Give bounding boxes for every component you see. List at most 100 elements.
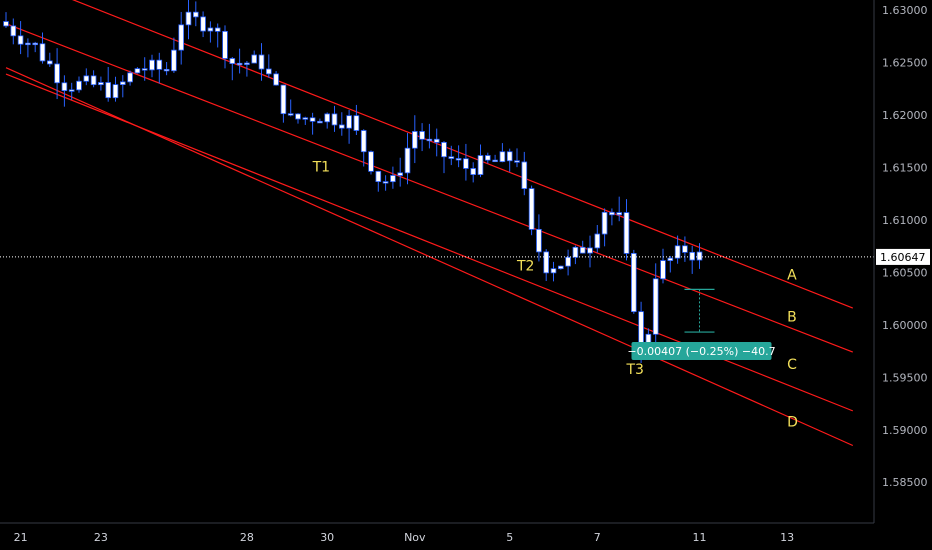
candle <box>572 245 579 265</box>
candle-body <box>171 49 177 72</box>
measure-tool[interactable]: −0.00407 (−0.25%) −40.7 <box>627 288 776 361</box>
candle <box>324 112 330 129</box>
candle-body <box>652 278 659 335</box>
annotation-c: C <box>787 357 797 373</box>
candle-body <box>207 27 214 32</box>
candle <box>682 236 688 262</box>
candle-body <box>156 59 163 70</box>
candle <box>419 123 425 152</box>
candle <box>83 68 90 86</box>
candle <box>76 76 82 93</box>
candle-body <box>623 212 630 254</box>
candle-body <box>47 60 53 65</box>
candle-body <box>616 212 622 216</box>
candle-body <box>324 113 330 123</box>
candle <box>492 154 498 163</box>
candle <box>521 151 528 196</box>
candle-body <box>463 158 469 169</box>
candle-body <box>134 68 141 74</box>
candle-body <box>360 130 367 153</box>
time-axis[interactable]: 21 23 28 30 Nov 5 7 11 13 <box>14 531 795 544</box>
candle-body <box>594 233 601 249</box>
price-axis[interactable]: 1.63000 1.62500 1.62000 1.61500 1.61000 1.605… <box>882 4 928 489</box>
candle <box>68 82 75 100</box>
candle-body <box>660 260 666 280</box>
candle-body <box>587 247 593 254</box>
candle <box>229 56 236 81</box>
candle-body <box>83 75 90 82</box>
candle-body <box>222 31 228 59</box>
candle-body <box>54 63 60 84</box>
candle-body <box>558 265 564 270</box>
candle <box>375 170 382 192</box>
candle <box>448 145 455 166</box>
candle <box>667 255 674 273</box>
candle-body <box>338 124 345 129</box>
candle-body <box>25 42 31 46</box>
candle-body <box>601 211 608 235</box>
candle <box>178 11 185 65</box>
candle-body <box>331 113 338 126</box>
candle <box>601 208 608 247</box>
annotation-a: A <box>787 268 797 284</box>
candle <box>39 32 46 64</box>
candle <box>346 110 352 144</box>
y-tick-label: 1.60500 <box>882 266 928 279</box>
candle <box>674 235 681 264</box>
candle <box>455 145 462 168</box>
candle-body <box>528 188 535 230</box>
candle-body <box>674 245 681 259</box>
candle <box>506 148 513 172</box>
candle <box>594 225 601 253</box>
candle <box>258 43 265 81</box>
candle <box>90 70 97 88</box>
candle-body <box>98 82 104 86</box>
candle-body <box>317 120 323 124</box>
candle <box>214 23 221 48</box>
current-price-tag: 1.60647 <box>876 248 930 265</box>
x-tick-label: 21 <box>14 531 28 544</box>
measure-label-box <box>631 342 772 361</box>
candle-body <box>3 21 9 27</box>
candle <box>317 118 323 124</box>
candle-body <box>455 158 462 161</box>
candle-body <box>295 113 301 120</box>
candle <box>499 143 506 163</box>
candle-body <box>514 160 520 163</box>
candle-body <box>572 246 579 258</box>
candle <box>616 196 622 222</box>
candle <box>558 265 564 270</box>
candle-body <box>251 54 258 64</box>
candle <box>631 249 637 314</box>
candle <box>134 67 141 74</box>
candle-body <box>273 73 279 86</box>
candle <box>623 199 630 261</box>
candle <box>236 48 243 74</box>
candle <box>207 21 214 43</box>
candle <box>609 208 615 226</box>
candle-body <box>141 68 148 71</box>
candle-body <box>536 228 542 253</box>
candle-body <box>265 68 272 75</box>
x-tick-label: 28 <box>240 531 254 544</box>
candle-body <box>244 62 250 65</box>
candle-body <box>433 138 440 143</box>
candle <box>149 54 155 78</box>
candle <box>426 123 433 149</box>
candle-body <box>105 82 112 99</box>
candle-body <box>68 89 75 92</box>
candle-body <box>521 161 528 189</box>
candle <box>477 144 484 178</box>
candle <box>390 166 396 189</box>
candle-body <box>309 117 316 122</box>
annotation-b: B <box>787 310 797 326</box>
candle <box>397 157 403 187</box>
y-tick-label: 1.61500 <box>882 161 928 174</box>
candle <box>265 54 272 78</box>
candle-body <box>214 27 221 32</box>
price-tag-box <box>876 248 930 265</box>
candle <box>579 240 586 254</box>
price-tag-label: 1.60647 <box>880 251 926 264</box>
y-tick-label: 1.62500 <box>882 56 928 69</box>
